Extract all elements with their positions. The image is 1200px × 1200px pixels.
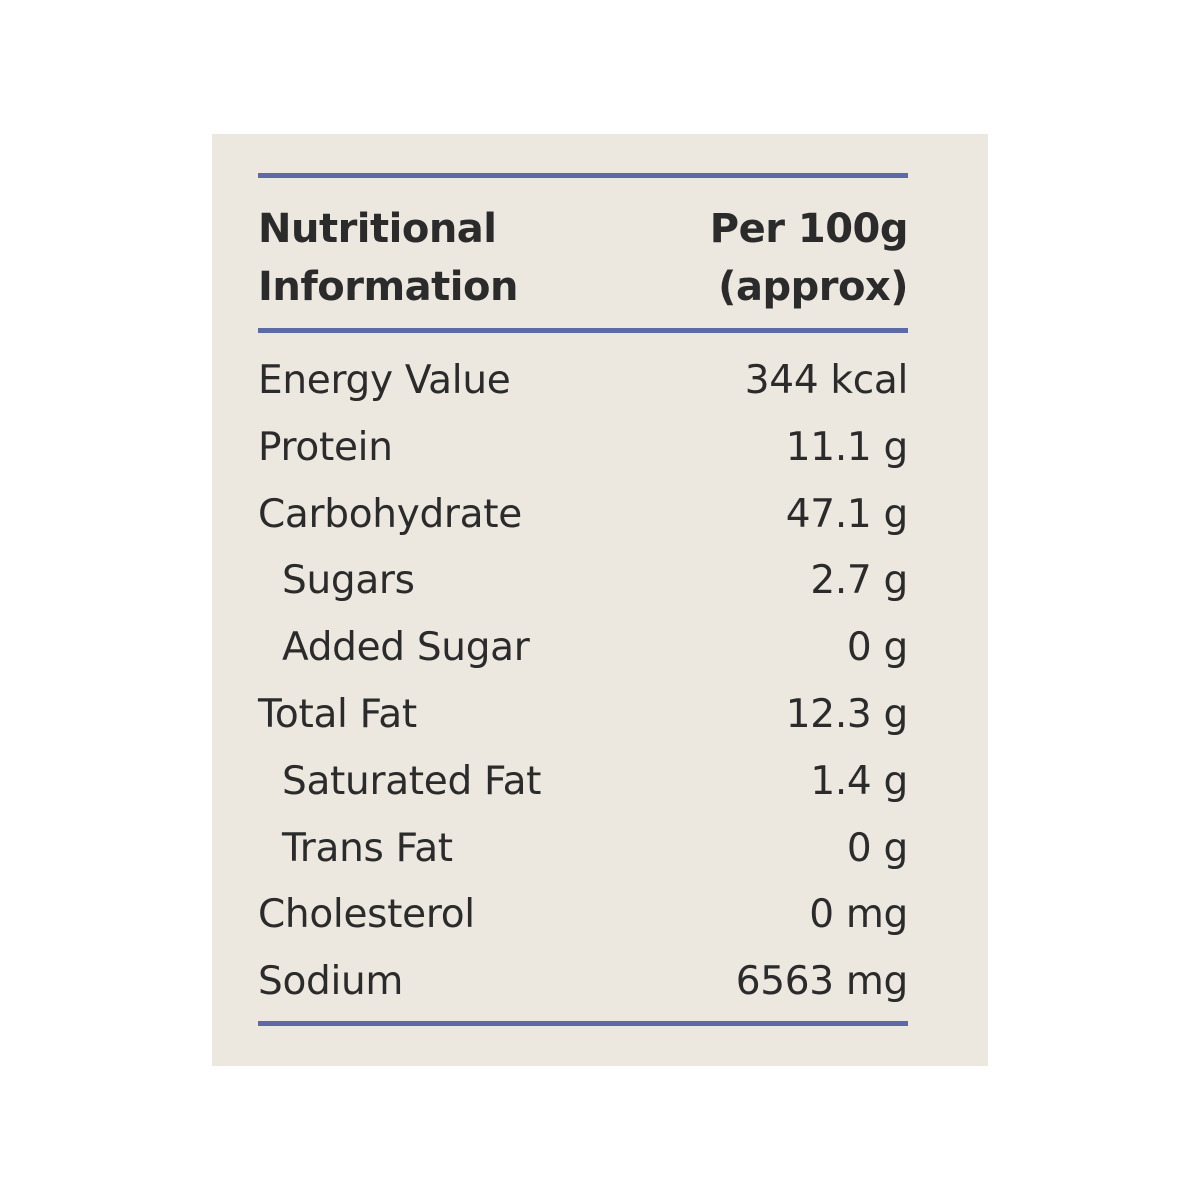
row-label: Sugars [282,558,415,604]
row-label: Carbohydrate [258,491,522,537]
table-row: Trans Fat 0 g [258,816,908,883]
row-value: 2.7 g [810,558,908,604]
table-row: Carbohydrate 47.1 g [258,482,908,549]
table-body: Energy Value 344 kcal Protein 11.1 g Carbohy… [258,348,908,1016]
rule [258,328,908,333]
rule [258,1021,908,1026]
row-value: 6563 mg [735,959,909,1005]
header-right: Per 100g (approx) [709,200,909,316]
header-text: Per 100g [709,206,909,252]
header-text: Nutritional [258,206,497,252]
row-value: 12.3 g [785,691,909,737]
table-row: Total Fat 12.3 g [258,682,908,749]
row-value: 344 kcal [744,358,909,403]
row-value: 0 mg [809,892,908,938]
table-row: Sugars 2.7 g [258,548,908,615]
row-value: 0 g [846,625,908,671]
header-left: Nutritional Information [258,200,518,316]
row-label: Total Fat [258,691,417,737]
table-row: Protein 11.1 g [258,415,908,482]
row-label: Energy Value [258,358,511,403]
row-value: 0 g [846,825,908,871]
row-label: Saturated Fat [282,758,542,804]
row-value: 11.1 g [785,424,909,470]
row-label: Protein [258,424,393,470]
header-text: (approx) [718,264,908,310]
row-label: Sodium [258,959,404,1005]
rule [258,173,908,178]
row-label: Added Sugar [282,625,530,671]
row-value: 1.4 g [810,758,908,804]
table-row: Sodium 6563 mg [258,949,908,1016]
nutrition-panel: Nutritional Information Per 100g (approx… [212,134,988,1066]
header-text: Information [258,264,518,310]
table-row: Cholesterol 0 mg [258,882,908,949]
row-label: Trans Fat [282,825,453,871]
table-row: Energy Value 344 kcal [258,348,908,415]
table-row: Added Sugar 0 g [258,615,908,682]
table-row: Saturated Fat 1.4 g [258,749,908,816]
row-value: 47.1 g [785,491,909,537]
row-label: Cholesterol [258,892,475,938]
